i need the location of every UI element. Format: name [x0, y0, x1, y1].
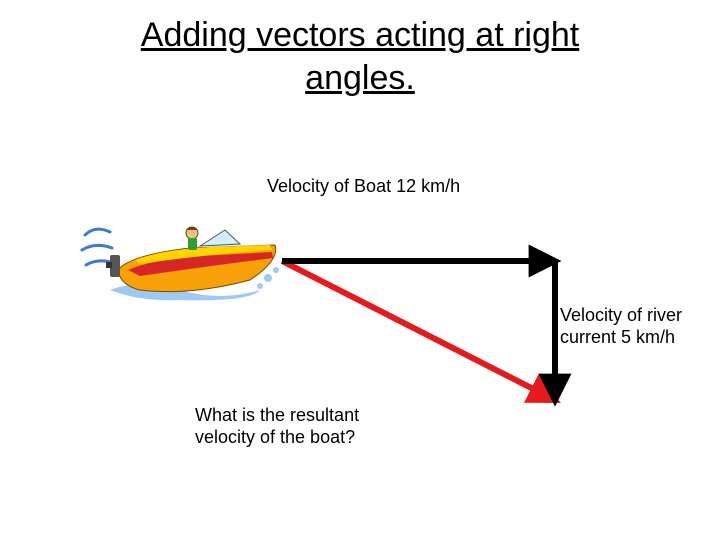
boat-clipart [80, 200, 280, 310]
resultant-vector-arrow [282, 261, 555, 400]
river-velocity-label: Velocity of river current 5 km/h [560, 305, 682, 348]
title-line1: Adding vectors acting at right [141, 16, 579, 54]
river-label-line2: current 5 km/h [560, 327, 675, 347]
slide-title: Adding vectors acting at right angles. [0, 0, 720, 99]
river-label-line1: Velocity of river [560, 305, 682, 325]
title-line2: angles. [305, 59, 415, 97]
question-line2: velocity of the boat? [195, 427, 355, 447]
boat-velocity-label: Velocity of Boat 12 km/h [267, 176, 460, 198]
question-label: What is the resultant velocity of the bo… [195, 405, 359, 448]
question-line1: What is the resultant [195, 405, 359, 425]
